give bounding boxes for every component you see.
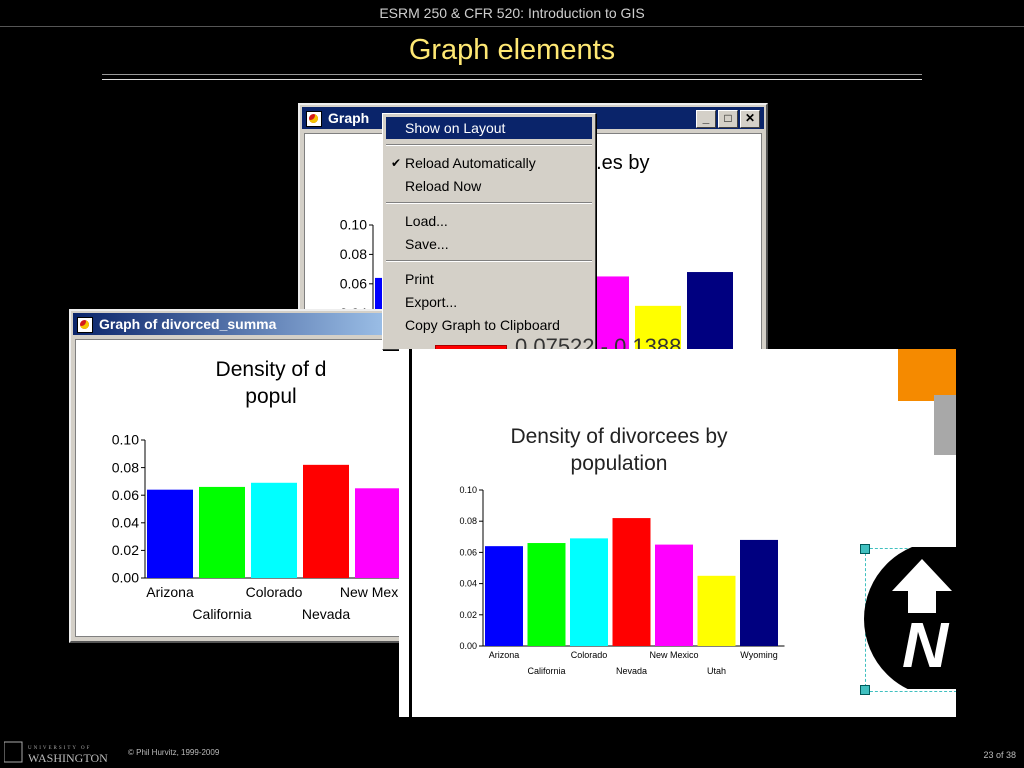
graph-front-canvas: Density of d popul 0.00 0.02 0.04 0.06 0.08 0… [75,339,411,637]
menu-item-show-on-layout[interactable]: Show on Layout [386,117,592,139]
menu-item-label: Reload Automatically [405,155,536,171]
y-tick-label: 0.04 [459,579,477,589]
y-tick-label: 0.00 [112,570,139,586]
graph-window-front-titlebar[interactable]: Graph of divorced_summa [73,313,409,335]
graph-window-front-title: Graph of divorced_summa [99,316,277,332]
page-number: 23 of 38 [983,750,1016,760]
bar-arizona [485,546,523,646]
menu-item-reload-automatically[interactable]: ✔ Reload Automatically [386,152,592,174]
layout-page-border [409,349,412,717]
layout-chart-title: Density of divorcees by population [510,425,728,475]
x-category-label: Utah [707,666,726,676]
copyright-text: © Phil Hurvitz, 1999-2009 [128,748,220,757]
y-tick-label: 0.00 [459,641,477,651]
menu-item-export[interactable]: Export... [405,294,458,310]
y-tick-label: 0.08 [459,516,477,526]
bar-nevada [303,464,349,578]
title-divider [102,74,922,80]
graph-front-chart-title: Density of d popul [215,358,327,408]
x-category-label: Colorado [571,650,608,660]
x-category-label: Wyoming [740,650,777,660]
menu-separator [386,144,592,146]
menu-item-save[interactable]: Save... [405,236,449,252]
bar-wyoming [740,539,778,646]
uw-logo-top: UNIVERSITY OF [28,746,91,751]
arcview-app-icon [77,317,93,333]
y-tick-label: 0.06 [112,487,139,503]
graph-back-chart-title: ...es by [585,152,650,174]
north-letter: N [902,609,950,681]
x-category-label: Colorado [246,584,303,600]
menu-item-reload-now[interactable]: Reload Now [405,178,482,194]
y-tick-label: 0.06 [340,275,367,291]
menu-separator [386,260,592,262]
bar-california [527,543,566,646]
selection-handle[interactable] [860,685,870,695]
uw-logo: UNIVERSITY OF WASHINGTON [4,741,108,764]
x-category-label: Arizona [489,650,520,660]
bar-arizona [147,489,193,578]
close-button[interactable]: ✕ [740,110,760,128]
y-tick-label: 0.08 [340,246,367,262]
bar-chart-layout: 0.00 0.02 0.04 0.06 0.08 0.10 Arizona Californi… [459,485,785,676]
graph-window-front[interactable]: Graph of divorced_summa Density of d pop… [69,309,413,643]
y-tick-label: 0.02 [112,542,139,558]
bar-new-mexico [355,488,401,578]
menu-separator [386,202,592,204]
y-tick-label: 0.02 [459,610,477,620]
bar-utah [697,575,736,646]
bar-colorado [251,482,297,578]
graph-context-menu: Show on Layout ✔ Reload Automatically Re… [382,113,596,350]
y-tick-label: 0.10 [340,217,367,233]
slide-title: Graph elements [408,34,616,66]
graph-window-back-title: Graph [328,110,370,126]
bar-new-mexico [655,544,693,646]
menu-item-load[interactable]: Load... [405,213,448,229]
maximize-button[interactable]: □ [718,110,738,128]
selection-handle[interactable] [860,544,870,554]
layout-page[interactable]: Density of divorcees by population 0.00 0… [399,349,956,717]
bar-nevada [612,518,651,646]
x-category-label: Nevada [616,666,647,676]
x-category-label: California [527,666,565,676]
x-category-label: New Mexico [340,584,410,600]
map-polygon-orange [898,349,956,401]
y-tick-label: 0.06 [459,547,477,557]
map-polygon-gray [934,395,956,455]
y-tick-label: 0.10 [459,485,477,495]
minimize-button[interactable]: _ [696,110,716,128]
x-category-label: Nevada [302,606,350,622]
bar-california [199,486,245,578]
bar-chart-front: 0.00 0.02 0.04 0.06 0.08 0.10 Arizona Californi… [112,432,410,622]
arcview-app-icon [306,111,322,127]
x-category-label: California [192,606,251,622]
x-category-label: Arizona [146,584,194,600]
course-header: ESRM 250 & CFR 520: Introduction to GIS [0,0,1024,27]
y-tick-label: 0.04 [112,514,139,530]
uw-logo-bottom: WASHINGTON [28,751,108,764]
y-tick-label: 0.10 [112,432,139,448]
checkmark-icon: ✔ [391,156,402,170]
menu-item-print[interactable]: Print [405,271,434,287]
bar-colorado [570,538,608,646]
menu-item-copy-graph[interactable]: Copy Graph to Clipboard [405,317,560,333]
y-tick-label: 0.08 [112,459,139,475]
x-category-label: New Mexico [649,650,698,660]
north-arrow-icon: N [864,547,956,689]
